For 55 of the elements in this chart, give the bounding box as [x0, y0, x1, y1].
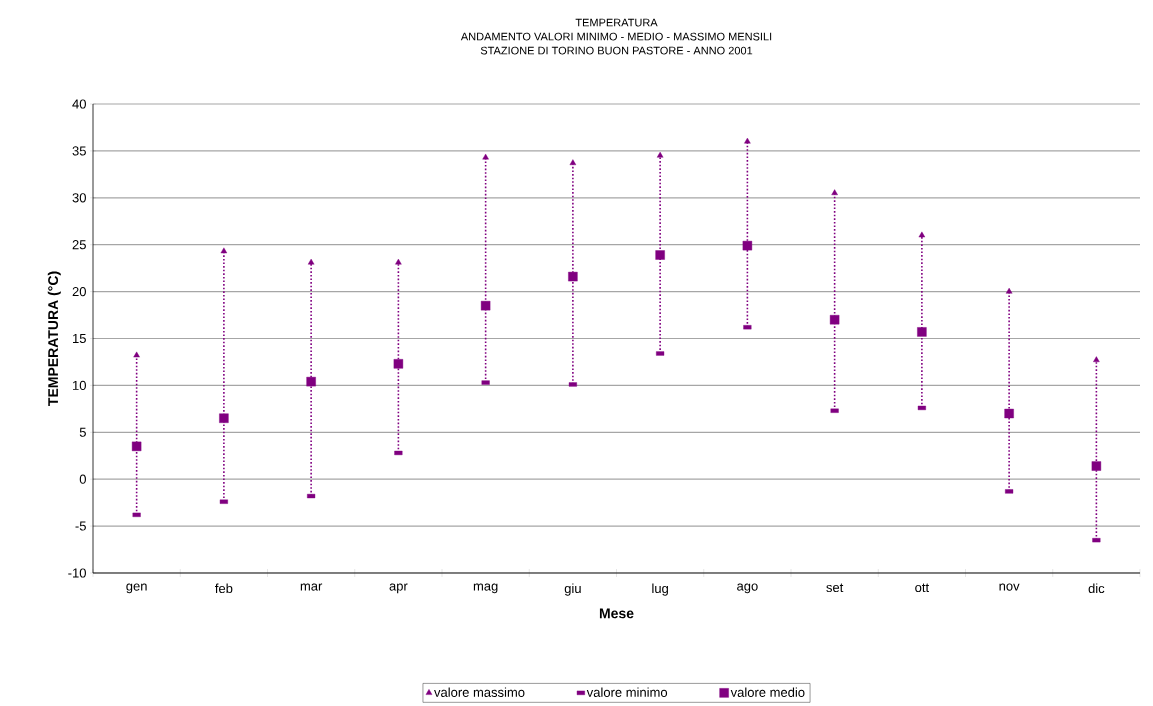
y-tick-label: 15 [73, 333, 86, 344]
y-tick-label: 5 [79, 427, 86, 437]
point [1005, 287, 1013, 294]
point [393, 359, 404, 369]
point [395, 258, 402, 265]
point [131, 441, 142, 452]
y-tick-label: 0 [79, 474, 86, 484]
x-tick-label: ott [915, 583, 930, 593]
point [829, 315, 840, 325]
point [482, 153, 489, 160]
point [569, 159, 577, 166]
point [133, 351, 140, 358]
point [917, 327, 927, 337]
y-tick-label: -10 [68, 568, 86, 578]
x-tick-label: nov [999, 583, 1020, 591]
y-tick-label: 35 [72, 146, 86, 156]
point [219, 413, 229, 423]
x-tick-label: mag [473, 583, 498, 594]
point [918, 231, 926, 238]
point [1091, 461, 1102, 471]
point [656, 151, 664, 158]
x-tick-label: ago [737, 583, 758, 594]
x-tick-label: set [826, 583, 844, 593]
x-tick-label: lug [652, 583, 668, 596]
point [480, 300, 491, 311]
text: STAZIONE DI TORINO BUON PASTORE - ANNO 2001 [480, 46, 753, 55]
x-tick-label: gen [126, 583, 147, 594]
x-tick-label: feb [215, 583, 233, 594]
point [568, 271, 578, 282]
x-axis-title: Mese [599, 608, 634, 619]
legend-label: valore medio [730, 687, 805, 697]
x-tick-label: apr [389, 583, 408, 594]
legend-label: valore minimo [586, 687, 668, 697]
x-tick-label: dic [1088, 583, 1105, 594]
y-tick-label: 30 [72, 193, 86, 203]
chart-subtitle: ANDAMENTO VALORI MINIMO - MEDIO - MASSIMO MENSILI [460, 32, 772, 41]
legend-label: valore massimo [434, 687, 525, 697]
chart-title: TEMPERATURA [575, 18, 658, 27]
point [655, 250, 665, 260]
y-tick-label: 10 [73, 380, 86, 390]
y-tick-label: 25 [72, 240, 86, 250]
point [1093, 356, 1100, 363]
point [1004, 408, 1014, 419]
point [744, 137, 751, 144]
point [831, 189, 838, 196]
point [307, 258, 315, 265]
y-tick-label: -5 [75, 521, 86, 531]
y-tick-label: 40 [72, 99, 86, 109]
x-tick-label: mar [300, 583, 323, 591]
point [220, 247, 228, 254]
x-tick-label: giu [564, 583, 581, 596]
y-axis-title: TEMPERATURA (°C) [47, 271, 61, 406]
y-tick-label: 20 [72, 286, 86, 297]
point [742, 240, 753, 251]
point [306, 376, 316, 387]
